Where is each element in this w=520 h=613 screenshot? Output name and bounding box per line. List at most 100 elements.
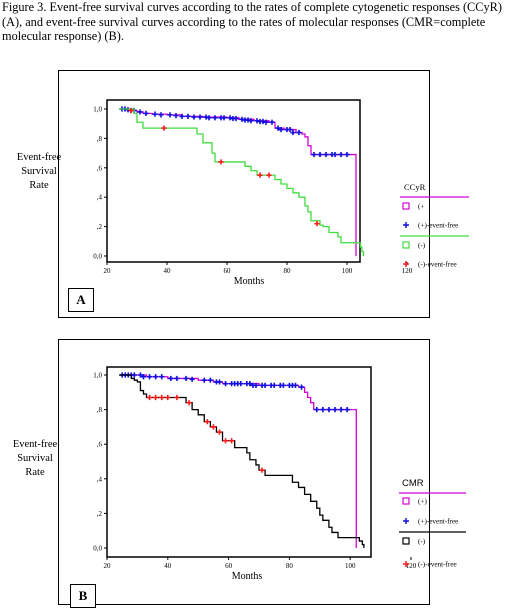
chart-a-censor-mark: [218, 159, 224, 165]
chart-a-censor-mark: [266, 172, 272, 178]
chart-b-censor-mark: [137, 372, 144, 378]
chart-b-censor-mark: [189, 376, 195, 382]
chart-b-ylabel-line-2: Survival: [17, 453, 53, 464]
chart-b-censor-mark: [153, 394, 159, 401]
chart-a-censor-mark: [167, 112, 173, 118]
chart-a-legend-entry: (+: [418, 203, 424, 211]
chart-a-censor-mark: [311, 151, 317, 158]
chart-b-x-tick-label: 100: [345, 562, 356, 570]
chart-a-censor-mark: [263, 119, 269, 125]
chart-a-censor-mark: [314, 221, 320, 227]
chart-b-x-tick-label: 120: [406, 562, 417, 570]
chart-a-x-tick-label: 80: [284, 267, 292, 275]
chart-b-censor-mark: [140, 374, 147, 380]
chart-b-censor-mark: [146, 394, 153, 401]
chart-b-censor-mark: [238, 381, 244, 387]
chart-b-censor-mark: [332, 407, 338, 413]
chart-b-censor-mark: [280, 382, 286, 388]
chart-b-legend-marker: [403, 561, 409, 567]
chart-a-censor-mark: [233, 115, 239, 122]
chart-a-censor-mark: [296, 129, 302, 136]
chart-b-censor-mark: [165, 394, 171, 401]
panel-b-letter: B: [70, 584, 96, 608]
chart-a-plot-frame: [106, 99, 361, 263]
chart-b-censor-mark: [216, 429, 223, 435]
chart-a-y-tick-label: ,4: [97, 194, 103, 202]
chart-a-y-tick-label: ,2: [97, 223, 103, 231]
chart-a-y-tick-label: 0,0: [93, 253, 102, 261]
chart-b-series-pos-line: [119, 374, 357, 548]
panel-a-letter: A: [68, 288, 94, 312]
chart-a-censor-mark: [158, 112, 164, 118]
chart-a-legend-entry: (-): [418, 242, 426, 250]
chart-a-y-tick-label: 1,0: [93, 106, 102, 114]
chart-b-censor-mark: [168, 375, 174, 382]
chart-a-x-tick-label: 100: [342, 267, 353, 275]
chart-a-censor-mark: [173, 113, 179, 119]
chart-b-censor-mark: [207, 377, 213, 383]
chart-a-censor-mark: [212, 115, 218, 121]
chart-a-censor-mark: [317, 151, 323, 158]
chart-b-y-tick-label: ,2: [97, 510, 103, 518]
chart-b-plot-frame: [106, 366, 372, 558]
chart-a-censor-mark: [290, 129, 296, 136]
chart-a-censor-mark: [269, 119, 275, 125]
chart-b-censor-mark: [146, 374, 153, 380]
chart-b-censor-mark: [271, 382, 277, 388]
chart-a-censor-mark: [185, 113, 191, 119]
chart-b-y-tick-label: 1,0: [93, 372, 102, 380]
chart-b-series-neg-line: [119, 374, 365, 548]
chart-b-censor-mark: [174, 394, 180, 401]
chart-b-censor-mark: [159, 374, 165, 380]
chart-b-legend-entry: (+): [418, 498, 427, 506]
chart-b-censor-mark: [292, 382, 299, 388]
chart-b-censor-mark: [229, 438, 235, 444]
chart-a-censor-mark: [179, 113, 185, 119]
chart-a-censor-mark: [257, 172, 263, 178]
chart-a-ylabel-line-3: Rate: [29, 180, 49, 191]
chart-a-x-axis-label: Months: [234, 276, 265, 287]
chart-a-ylabel-line-1: Event-free: [16, 152, 62, 163]
chart-a-censor-mark: [137, 109, 143, 115]
chart-a-censor-mark: [344, 151, 350, 158]
chart-a-legend-marker: [403, 222, 409, 228]
chart-b-x-tick-label: 80: [286, 562, 294, 570]
chart-b-censor-mark: [253, 382, 259, 388]
chart-b-y-tick-label: 0,0: [93, 545, 102, 553]
chart-b-censor-mark: [201, 377, 207, 383]
panel-a-frame: [58, 70, 430, 318]
chart-b-censor-mark: [314, 407, 320, 413]
chart-b-censor-mark: [344, 407, 350, 413]
chart-b-censor-mark: [174, 375, 180, 382]
chart-b-censor-mark: [326, 407, 332, 413]
chart-a-censor-mark: [206, 115, 212, 121]
chart-b-legend-entry: (+)-event-free: [418, 518, 458, 526]
chart-a-legend-entry: (-)-event-free: [418, 261, 457, 269]
chart-b-censor-mark: [338, 407, 344, 413]
chart-a-legend-entry: (+)-event-free: [418, 222, 458, 230]
chart-b-legend-entry: (-)-event-free: [418, 561, 457, 569]
chart-a-censor-mark: [197, 114, 203, 120]
chart-b-y-axis-label: Event-free Survival Rate: [4, 438, 66, 480]
chart-b-x-tick-label: 20: [104, 562, 112, 570]
chart-a-y-axis-label: Event-free Survival Rate: [8, 151, 70, 193]
chart-b-x-tick-label: 40: [164, 562, 172, 570]
chart-a-censor-mark: [287, 126, 293, 133]
chart-b-censor-mark: [298, 384, 305, 390]
figure-caption: Figure 3. Event-free survival curves acc…: [2, 0, 502, 44]
chart-a-y-tick-label: ,8: [97, 135, 103, 143]
chart-a-censor-mark: [128, 107, 134, 114]
chart-a-legend-title: CCyR: [404, 182, 426, 192]
chart-b-censor-mark: [204, 419, 210, 425]
chart-a-censor-mark: [278, 126, 284, 133]
chart-a-censor-mark: [275, 125, 281, 131]
chart-a-legend-marker: [403, 261, 409, 267]
chart-b-y-tick-label: ,6: [97, 441, 103, 449]
chart-a-x-tick-label: 60: [224, 267, 232, 275]
chart-b-censor-mark: [159, 394, 165, 401]
chart-a-x-tick-label: 120: [402, 267, 413, 275]
chart-a-legend-swatch: [402, 202, 410, 210]
chart-a-censor-mark: [248, 118, 254, 124]
